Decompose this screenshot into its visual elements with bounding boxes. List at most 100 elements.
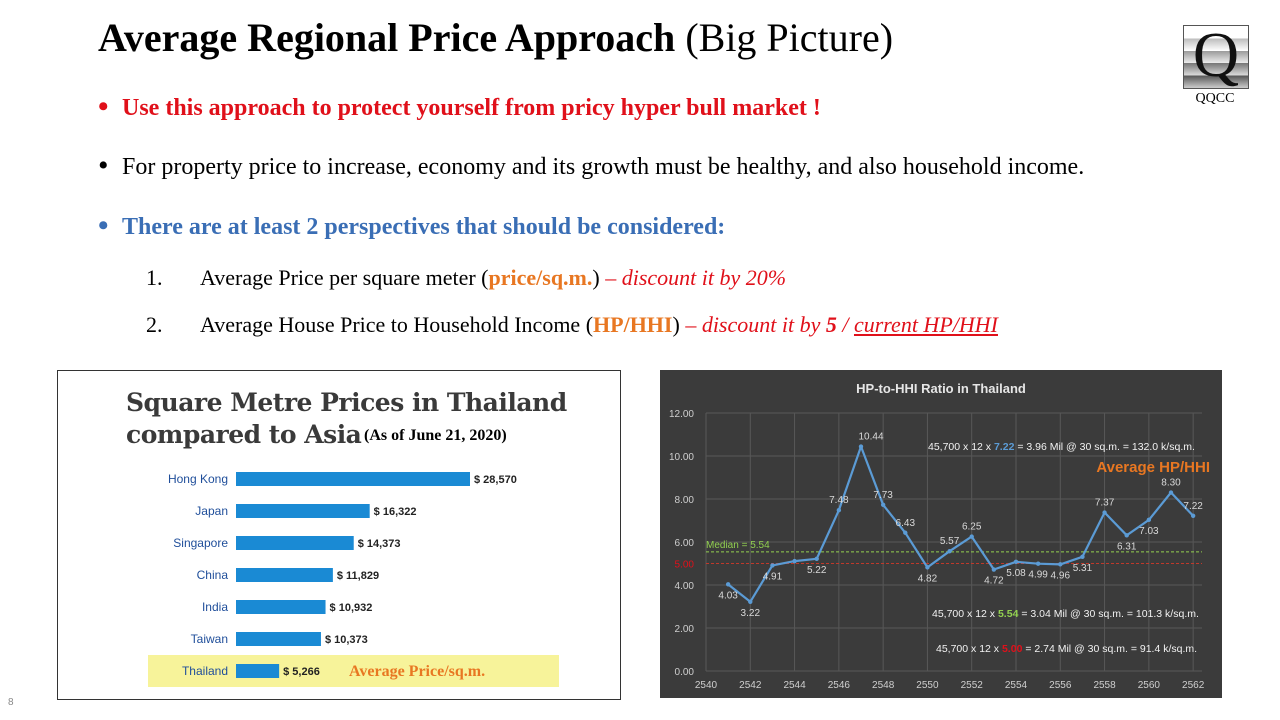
list-2-note-mid: /	[836, 312, 854, 337]
thailand-highlight	[148, 655, 559, 687]
bar-category-label: Thailand	[182, 664, 228, 678]
x-tick-label: 2550	[916, 680, 939, 691]
list-number: 1.	[146, 265, 163, 290]
bar-chart-title-1: Square Metre Prices in Thailand	[126, 388, 567, 417]
list-2-post: )	[672, 312, 680, 337]
bullet-2: • For property price to increase, economy…	[98, 149, 1084, 182]
x-tick-label: 2546	[828, 680, 851, 691]
data-point	[1013, 559, 1019, 564]
bar	[236, 472, 470, 486]
bar-category-label: China	[197, 568, 229, 582]
bar	[236, 568, 333, 582]
data-label: 7.03	[1139, 526, 1159, 537]
x-tick-label: 2554	[1005, 680, 1028, 691]
data-label: 5.57	[940, 536, 960, 547]
data-point	[814, 556, 819, 561]
data-point	[836, 507, 842, 513]
data-point	[1080, 554, 1085, 560]
list-1-pre: Average Price per square meter (	[200, 265, 489, 290]
data-point	[748, 599, 753, 604]
list-number: 2.	[146, 312, 163, 337]
data-label: 4.82	[918, 573, 938, 584]
slide-title: Average Regional Price Approach (Big Pic…	[98, 14, 893, 61]
data-label: 3.22	[741, 608, 761, 619]
bar	[236, 664, 280, 678]
data-label: 7.73	[873, 490, 893, 501]
y-tick-label: 4.00	[675, 581, 695, 592]
x-tick-label: 2562	[1182, 680, 1205, 691]
list-1-highlight: price/sq.m.	[488, 265, 593, 290]
bar-chart-subtitle: (As of June 21, 2020)	[364, 427, 507, 444]
calc-annotation: 45,700 x 12 x 7.22 = 3.96 Mil @ 30 sq.m.…	[928, 441, 1195, 453]
bar-value-label: $ 10,932	[330, 602, 373, 614]
list-1-post: )	[592, 265, 600, 290]
data-point	[1146, 517, 1152, 523]
y-tick-label: 0.00	[675, 667, 695, 678]
bullet-dot: •	[98, 149, 109, 182]
data-label: 6.25	[962, 522, 982, 533]
data-point	[725, 582, 731, 587]
bar-value-label: $ 5,266	[283, 666, 320, 678]
data-label: 5.08	[1006, 568, 1026, 579]
list-1-note: – discount it by 20%	[599, 265, 787, 290]
bullet-dot: •	[98, 209, 109, 242]
bullet-3-text: There are at least 2 perspectives that s…	[122, 214, 726, 240]
calc-pre: 45,700 x 12 x	[932, 608, 998, 620]
discount-label: 5.00	[675, 560, 695, 571]
bar	[236, 600, 326, 614]
data-label: 10.44	[858, 432, 883, 443]
y-tick-label: 10.00	[669, 452, 694, 463]
data-point	[770, 563, 775, 568]
y-tick-label: 2.00	[675, 624, 695, 635]
data-label: 7.22	[1183, 501, 1203, 512]
x-tick-label: 2540	[695, 680, 718, 691]
calc-num: 5.00	[1002, 643, 1023, 655]
x-tick-label: 2560	[1138, 680, 1161, 691]
bar-chart-annotation: Average Price/sq.m.	[349, 663, 486, 680]
bullet-1-text: Use this approach to protect yourself fr…	[122, 95, 821, 121]
bar-category-label: Taiwan	[191, 632, 228, 646]
calc-pre: 45,700 x 12 x	[928, 441, 994, 453]
logo-text: QQCC	[1195, 91, 1235, 106]
bullet-3: • There are at least 2 perspectives that …	[98, 209, 726, 242]
bar-value-label: $ 11,829	[337, 570, 379, 582]
title-bold: Average Regional Price Approach	[98, 15, 676, 60]
data-point	[1190, 513, 1196, 518]
data-point	[880, 502, 886, 508]
line-chart-plot: HP-to-HHI Ratio in Thailand 0.00 2.00 4.00 6…	[669, 381, 1210, 691]
list-2-note-bold: 5	[825, 312, 837, 337]
data-label: 4.72	[984, 576, 1004, 587]
bullet-dot: •	[98, 90, 109, 123]
x-tick-label: 2552	[961, 680, 984, 691]
median-label: Median = 5.54	[706, 540, 770, 551]
x-tick-label: 2548	[872, 680, 895, 691]
qqcc-logo: Q	[1183, 25, 1249, 89]
data-label: 7.48	[829, 495, 849, 506]
data-label: 6.43	[896, 518, 916, 529]
data-point	[858, 444, 864, 449]
x-tick-label: 2556	[1049, 680, 1072, 691]
data-point	[903, 530, 908, 535]
data-label: 5.31	[1073, 563, 1093, 574]
data-label: 6.31	[1117, 541, 1137, 552]
bar-chart-plot: Hong Kong $ 28,570 Japan $ 16,322 Singapore $…	[168, 472, 517, 678]
logo-letter: Q	[1192, 25, 1240, 89]
calc-num: 7.22	[994, 441, 1015, 453]
data-point	[1168, 490, 1174, 495]
data-point	[1035, 561, 1041, 566]
calc-post: = 3.96 Mil @ 30 sq.m. = 132.0 k/sq.m.	[1014, 441, 1195, 453]
bullet-1: • Use this approach to protect yourself f…	[98, 90, 821, 123]
x-tick-label: 2558	[1093, 680, 1116, 691]
data-point	[969, 534, 974, 539]
series-line	[727, 445, 1194, 603]
bar	[236, 504, 370, 518]
y-tick-label: 12.00	[669, 409, 694, 420]
data-label: 7.37	[1095, 498, 1115, 509]
bar-value-label: $ 10,373	[325, 634, 368, 646]
bar	[236, 632, 321, 646]
data-point	[1124, 533, 1129, 538]
bar-chart-title-2: compared to Asia	[126, 420, 362, 449]
hp-hhi-chart: HP-to-HHI Ratio in Thailand 0.00 2.00 4.00 6…	[660, 370, 1222, 698]
page-number: 8	[8, 697, 14, 708]
bar-category-label: Japan	[195, 504, 228, 518]
